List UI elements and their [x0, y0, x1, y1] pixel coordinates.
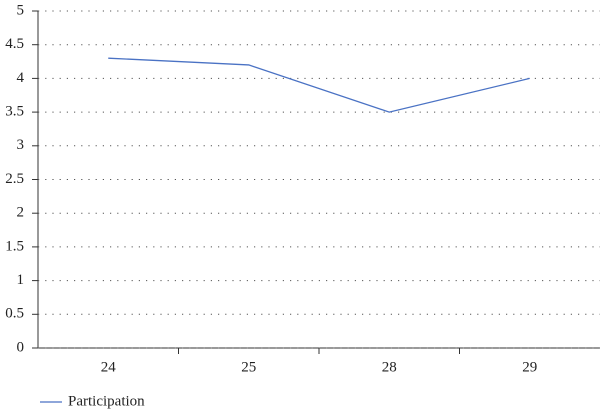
y-tick-label: 1: [17, 272, 25, 288]
x-tick-label: 29: [522, 359, 537, 375]
y-tick-label: 2: [17, 205, 25, 221]
x-tick-label: 28: [382, 359, 397, 375]
y-tick-label: 2.5: [5, 171, 24, 187]
x-tick-label: 25: [241, 359, 256, 375]
y-tick-label: 4: [17, 70, 25, 86]
y-tick-label: 5: [17, 2, 25, 18]
y-tick-label: 3.5: [5, 104, 24, 120]
y-tick-label: 4.5: [5, 36, 24, 52]
x-tick-label: 24: [101, 359, 117, 375]
y-tick-label: 0.5: [5, 306, 24, 322]
y-tick-label: 3: [17, 137, 25, 153]
line-series: [108, 57, 530, 113]
y-tick-label: 0: [17, 339, 25, 355]
legend-label: Participation: [68, 393, 145, 409]
y-tick-label: 1.5: [5, 238, 24, 254]
